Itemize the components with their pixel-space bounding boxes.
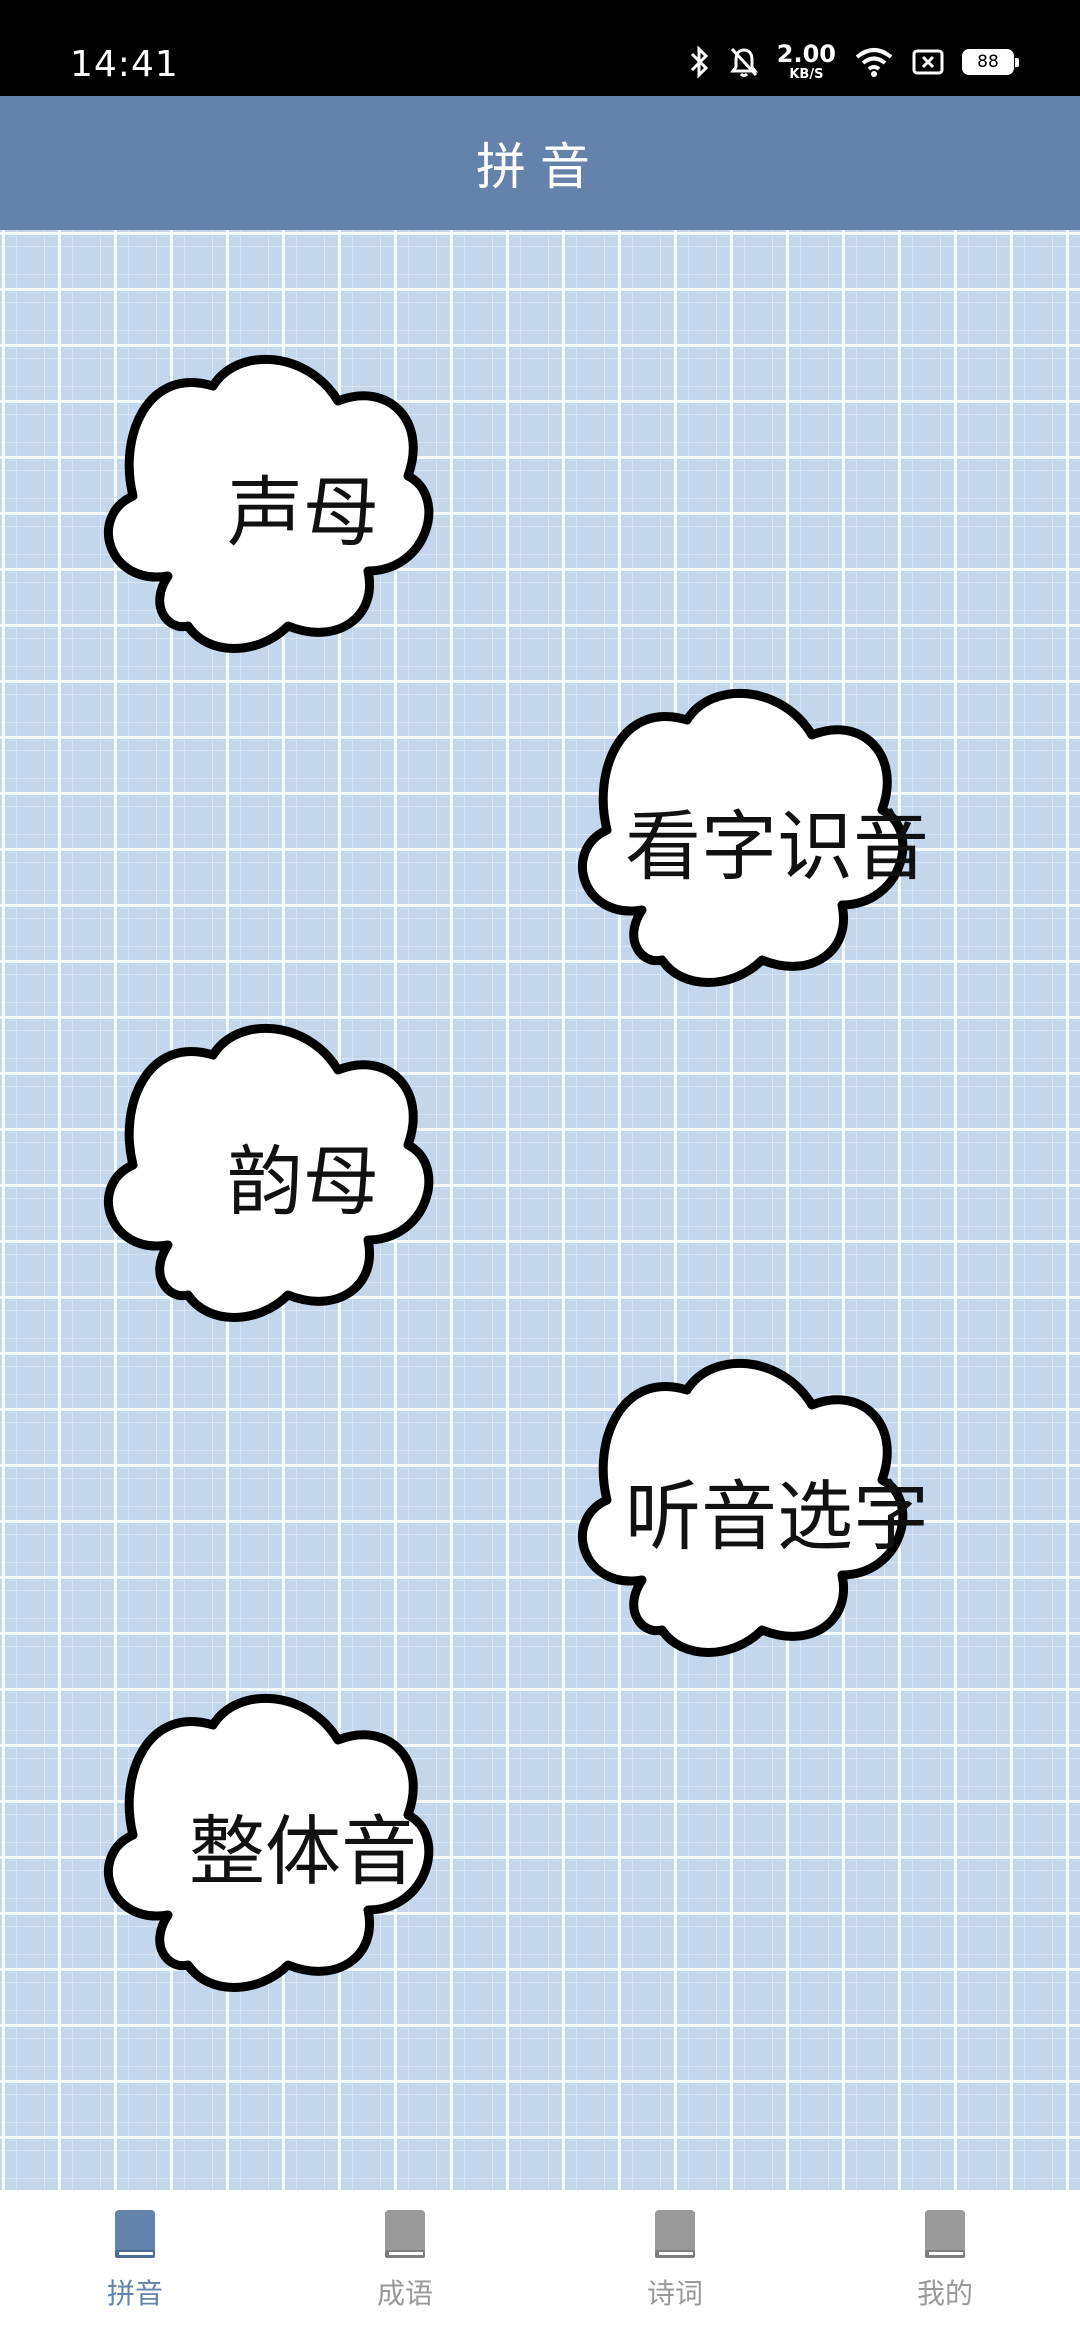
nav-item-pinyin[interactable]: 拼音 bbox=[0, 2190, 270, 2340]
nav-item-poetry[interactable]: 诗词 bbox=[540, 2190, 810, 2340]
nav-label: 成语 bbox=[376, 2277, 433, 2310]
bluetooth-icon bbox=[689, 44, 711, 79]
battery-level: 88 bbox=[977, 51, 999, 72]
cloud-label: 韵母 bbox=[227, 1137, 379, 1226]
cloud-label: 听音选字 bbox=[625, 1472, 929, 1561]
bottom-nav: 拼音 成语 诗词 我的 bbox=[0, 2190, 1080, 2340]
cloud-button-finals[interactable]: 韵母 bbox=[88, 1015, 518, 1335]
cloud-label: 看字识音 bbox=[625, 802, 929, 891]
cloud-shape bbox=[104, 1023, 434, 1322]
app-header: 拼音 bbox=[0, 96, 1080, 230]
no-sim-icon bbox=[912, 49, 944, 75]
cloud-shape bbox=[104, 1693, 434, 1992]
cloud-button-listen-choose[interactable]: 听音选字 bbox=[562, 1350, 992, 1670]
status-time: 14:41 bbox=[70, 44, 179, 85]
cloud-button-whole-syllables[interactable]: 整体音 bbox=[88, 1685, 518, 2005]
book-icon bbox=[655, 2210, 695, 2258]
cloud-shape bbox=[578, 688, 908, 987]
nav-label: 拼音 bbox=[106, 2277, 163, 2310]
book-icon bbox=[115, 2210, 155, 2258]
cloud-shape bbox=[104, 354, 434, 653]
book-icon bbox=[385, 2210, 425, 2258]
book-icon bbox=[925, 2210, 965, 2258]
status-bar: 14:41 2.00 KB/S 88 bbox=[0, 0, 1080, 96]
battery-icon: 88 bbox=[962, 48, 1019, 75]
wifi-icon bbox=[854, 46, 894, 78]
network-speed-unit: KB/S bbox=[789, 67, 824, 82]
cloud-label: 声母 bbox=[227, 468, 379, 557]
nav-label: 我的 bbox=[916, 2277, 973, 2310]
network-speed-value: 2.00 bbox=[776, 40, 836, 68]
nav-label: 诗词 bbox=[646, 2277, 703, 2310]
status-icons: 2.00 KB/S 88 bbox=[689, 42, 1019, 81]
nav-item-mine[interactable]: 我的 bbox=[810, 2190, 1080, 2340]
network-speed: 2.00 KB/S bbox=[777, 42, 836, 81]
page-title: 拼音 bbox=[476, 138, 604, 196]
nav-item-idioms[interactable]: 成语 bbox=[270, 2190, 540, 2340]
mute-bell-icon bbox=[729, 46, 759, 78]
cloud-label: 整体音 bbox=[189, 1807, 417, 1896]
cloud-shape bbox=[578, 1358, 908, 1657]
cloud-button-read-character[interactable]: 看字识音 bbox=[562, 680, 992, 1000]
cloud-button-initials[interactable]: 声母 bbox=[88, 346, 518, 666]
